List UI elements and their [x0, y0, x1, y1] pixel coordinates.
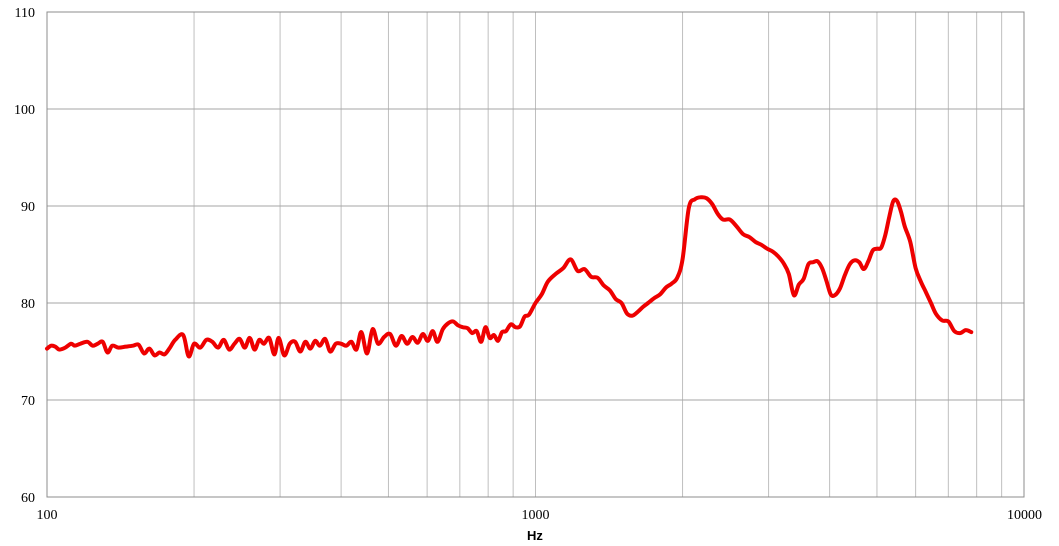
x-axis-tick-labels: 100 1000 10000 [37, 508, 1043, 523]
x-tick-label: 10000 [1007, 508, 1042, 523]
plot-area-frame [46, 11, 1025, 498]
y-tick-label: 70 [21, 394, 35, 409]
y-tick-label: 60 [21, 491, 35, 506]
y-tick-label: 110 [15, 6, 35, 21]
y-tick-label: 100 [14, 103, 35, 118]
y-tick-label: 80 [21, 297, 35, 312]
x-tick-label: 100 [37, 508, 58, 523]
series-line [45, 195, 974, 359]
x-tick-label: 1000 [522, 508, 550, 523]
x-axis-title: Hz [527, 528, 543, 543]
y-axis-tick-labels: 60 70 80 90 100 110 [14, 6, 35, 506]
chart-grid [47, 12, 1024, 497]
y-tick-label: 90 [21, 200, 35, 215]
